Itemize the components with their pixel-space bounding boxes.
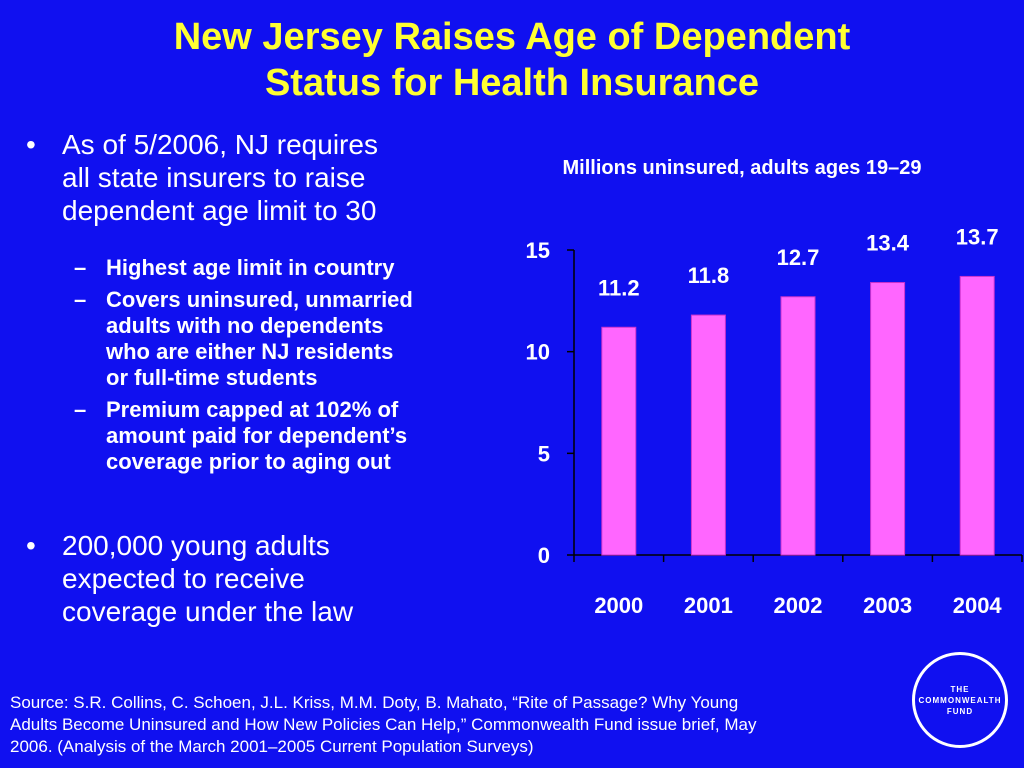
x-tick-label: 2004 — [953, 593, 1003, 618]
sub-bullet-3-line-3: coverage prior to aging out — [106, 449, 391, 474]
sub-bullet-marker: – — [74, 255, 87, 280]
sub-bullet-2-line-2: adults with no dependents — [106, 313, 384, 338]
source-citation: Source: S.R. Collins, C. Schoen, J.L. Kr… — [10, 692, 910, 758]
title-line-1: New Jersey Raises Age of Dependent — [173, 16, 851, 58]
bullet-item-2: • 200,000 young adults expected to recei… — [22, 529, 512, 628]
source-line-2: Adults Become Uninsured and How New Poli… — [10, 715, 757, 734]
commonwealth-fund-logo: THE COMMONWEALTH FUND — [912, 652, 1008, 748]
sub-bullet-3-line-2: amount paid for dependent’s — [106, 423, 408, 448]
bullet-1-line-1: As of 5/2006, NJ requires — [62, 129, 378, 160]
bullet-2-line-3: coverage under the law — [62, 596, 354, 627]
sub-bullet-1-line-1: Highest age limit in country — [106, 255, 395, 280]
slide-title: New Jersey Raises Age of Dependent Statu… — [0, 14, 1024, 106]
bullet-marker: • — [26, 129, 36, 160]
sub-bullet-marker: – — [74, 397, 87, 422]
logo-line-2: COMMONWEALTH — [918, 695, 1002, 705]
data-label: 13.7 — [956, 224, 999, 249]
data-label: 13.4 — [866, 231, 910, 256]
x-tick-label: 2000 — [594, 593, 643, 618]
bar — [601, 326, 637, 556]
bullet-1-line-2: all state insurers to raise — [62, 162, 366, 193]
title-line-2: Status for Health Insurance — [264, 62, 760, 104]
bullet-1-line-3: dependent age limit to 30 — [62, 195, 377, 226]
y-tick-label: 10 — [526, 340, 550, 365]
bar-chart: Millions uninsured, adults ages 19–29 0 5 1… — [500, 140, 1024, 640]
source-line-3: 2006. (Analysis of the March 2001–2005 C… — [10, 737, 534, 756]
sub-bullet-2-line-3: who are either NJ residents — [106, 339, 394, 364]
data-label: 11.2 — [598, 275, 640, 300]
y-tick-label: 5 — [538, 441, 550, 466]
sub-bullet-1: – Highest age limit in country — [74, 255, 512, 281]
data-label: 12.7 — [777, 245, 820, 270]
bullet-2-line-1: 200,000 young adults — [62, 530, 330, 561]
data-label: 11.8 — [688, 263, 730, 288]
bar-chart-svg: Millions uninsured, adults ages 19–29 0 5 1… — [526, 157, 1023, 618]
x-tick-label: 2002 — [774, 593, 823, 618]
bullet-marker: • — [26, 530, 36, 561]
sub-bullet-list: – Highest age limit in country – Covers … — [74, 255, 512, 475]
sub-bullet-2-line-1: Covers uninsured, unmarried — [106, 287, 413, 312]
sub-bullet-marker: – — [74, 287, 87, 312]
bar — [870, 282, 906, 556]
bar — [780, 296, 816, 556]
bar — [690, 314, 726, 556]
sub-bullet-3: – Premium capped at 102% of amount paid … — [74, 397, 512, 475]
sub-bullet-3-line-1: Premium capped at 102% of — [106, 397, 399, 422]
y-tick-label: 0 — [538, 543, 550, 568]
bullet-item-1: • As of 5/2006, NJ requires all state in… — [22, 128, 512, 227]
chart-title: Millions uninsured, adults ages 19–29 — [563, 157, 922, 179]
logo-line-3: FUND — [946, 706, 974, 716]
y-tick-label: 15 — [526, 238, 550, 263]
sub-bullet-2: – Covers uninsured, unmarried adults wit… — [74, 287, 512, 391]
x-tick-label: 2001 — [684, 593, 733, 618]
bar — [959, 275, 995, 556]
bullet-list: • As of 5/2006, NJ requires all state in… — [22, 128, 512, 628]
sub-bullet-2-line-4: or full-time students — [106, 365, 318, 390]
source-line-1: Source: S.R. Collins, C. Schoen, J.L. Kr… — [10, 693, 739, 712]
x-tick-label: 2003 — [863, 593, 912, 618]
bullet-2-line-2: expected to receive — [62, 563, 305, 594]
logo-line-1: THE — [950, 684, 970, 694]
